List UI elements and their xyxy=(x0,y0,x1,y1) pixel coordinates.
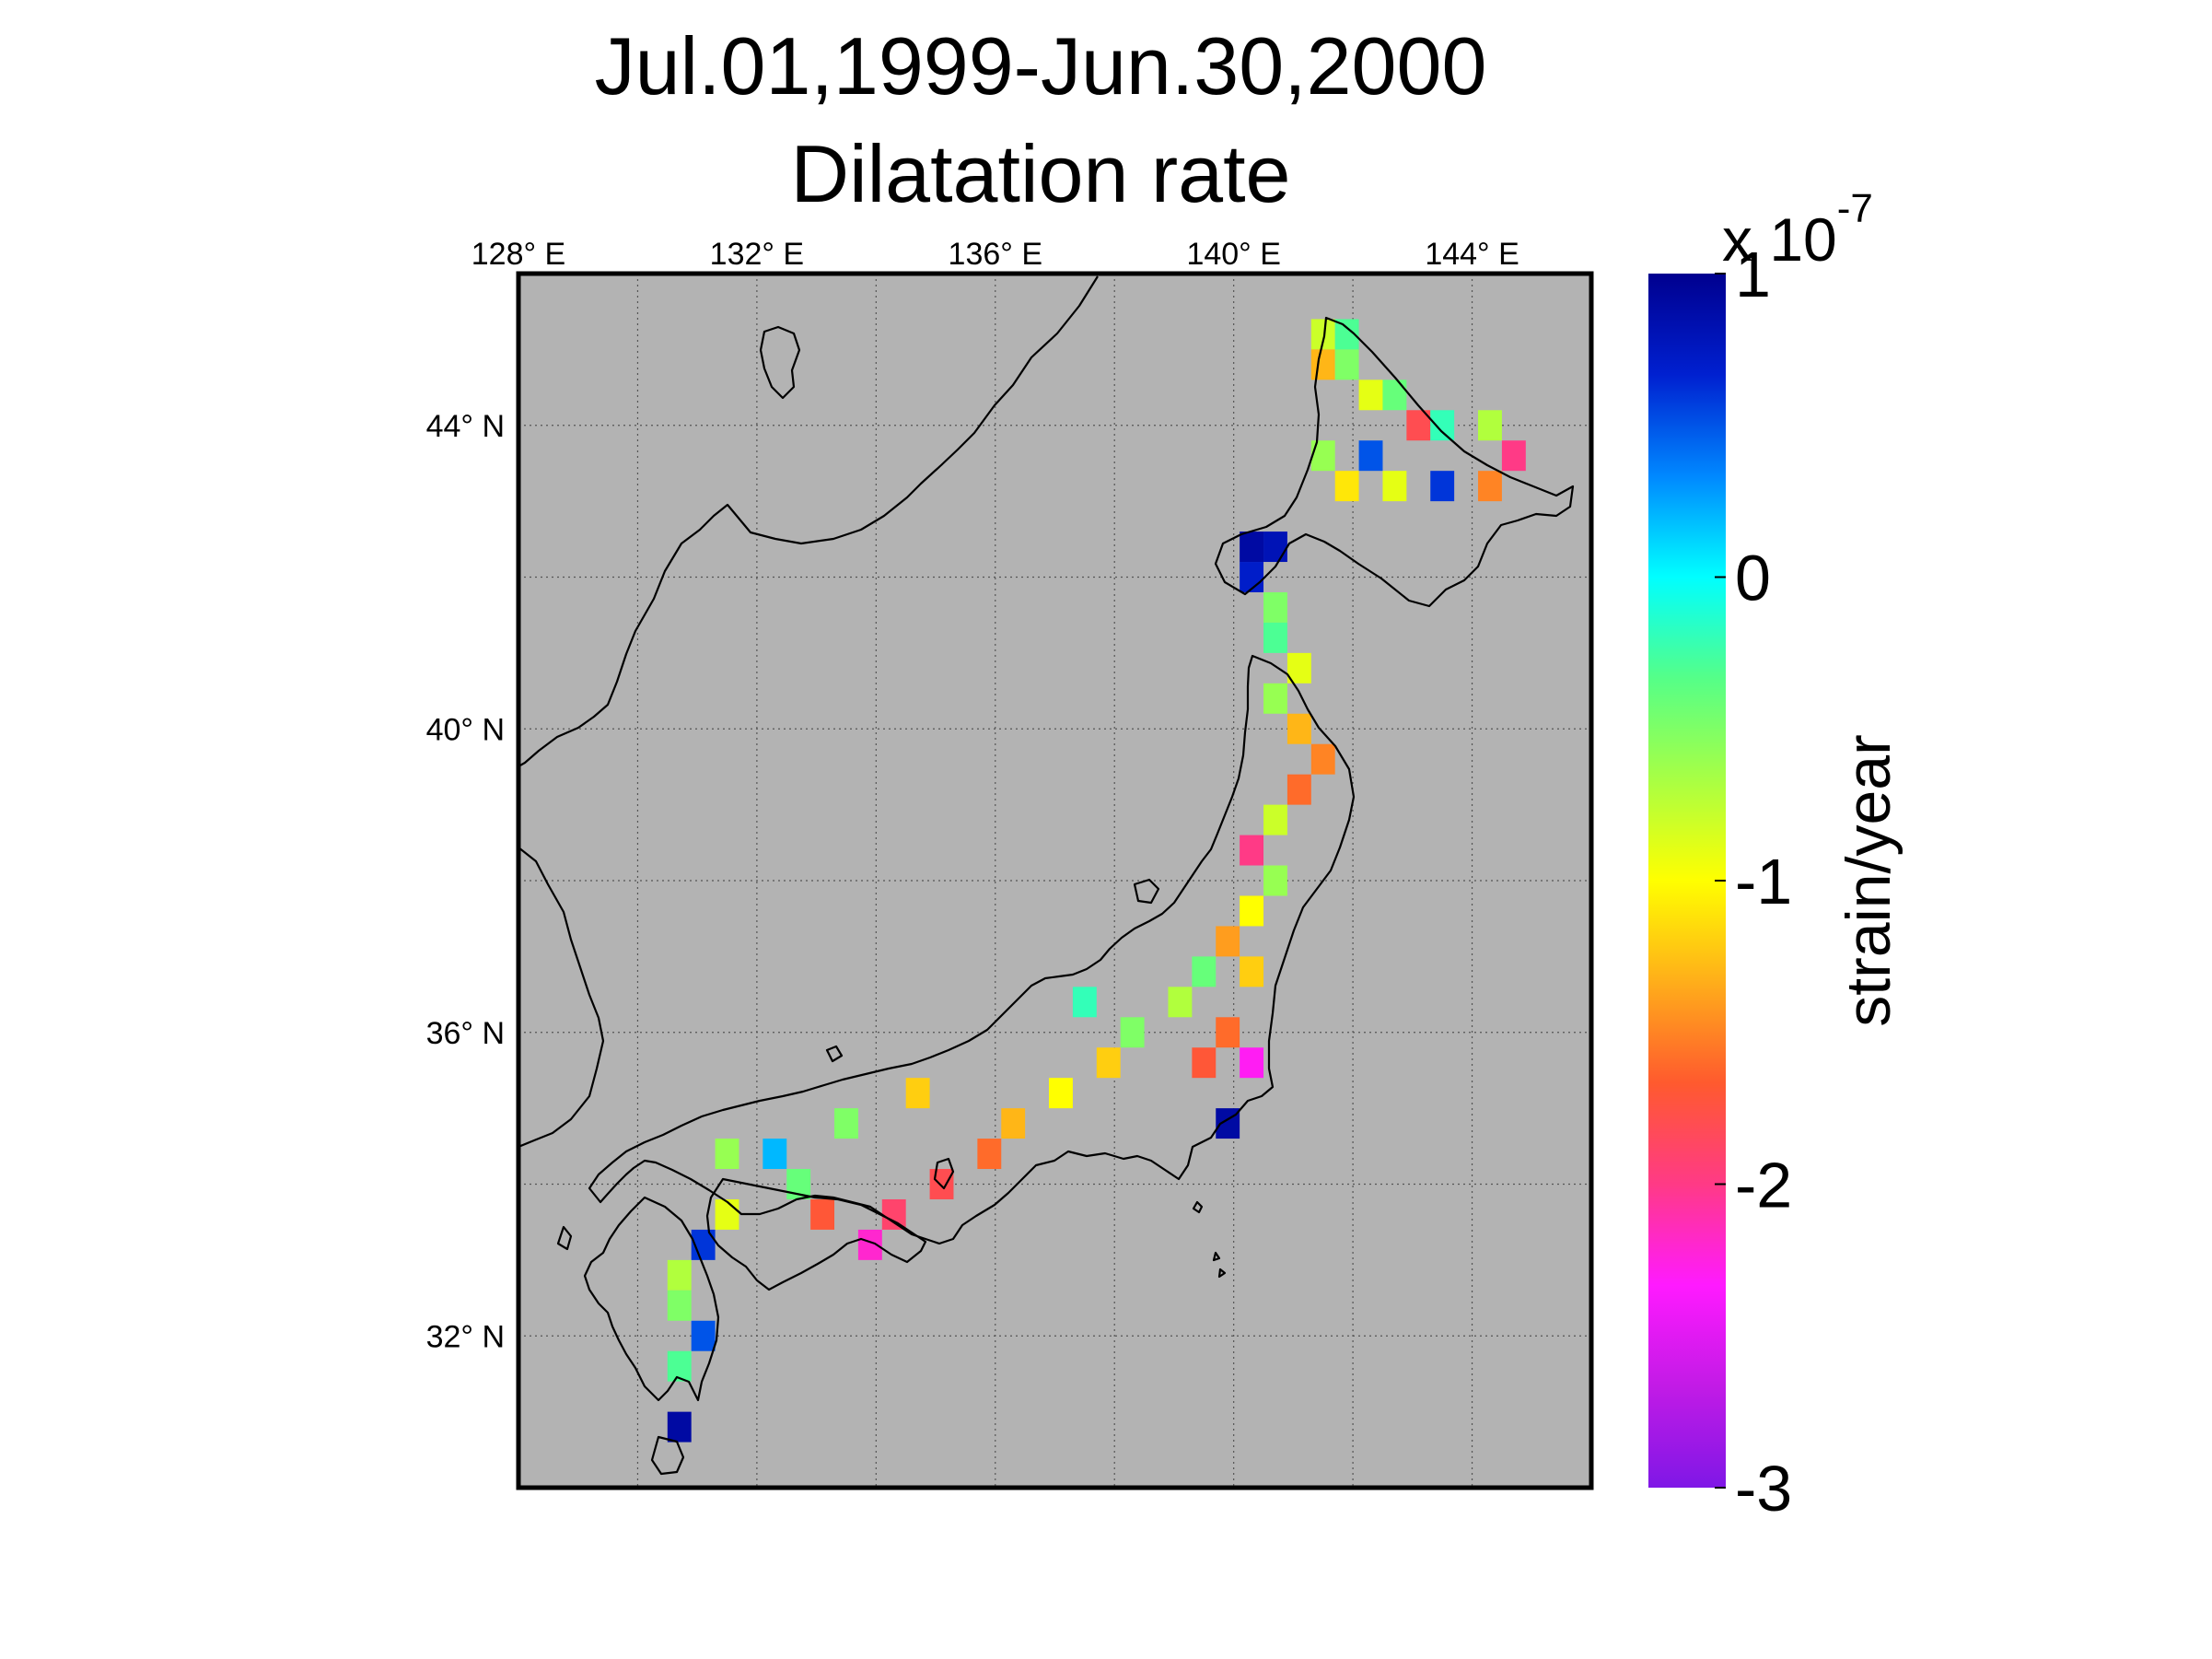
strain-cell xyxy=(1334,349,1359,380)
rebun-coast xyxy=(759,325,801,400)
strain-cell xyxy=(1192,1047,1217,1079)
longitude-tick-label: 128° E xyxy=(472,237,565,272)
colorbar xyxy=(1648,274,1726,1488)
oki-coast xyxy=(825,1045,844,1063)
axis-tick-labels: 128° E 132° E 136° E 140° E 144° E 44° N 40° N… xyxy=(426,237,1519,1354)
longitude-tick-label: 132° E xyxy=(710,237,804,272)
latitude-tick-label: 40° N xyxy=(426,712,505,747)
map-title: Jul.01,1999-Jun.30,2000 xyxy=(594,20,1487,111)
southern-islands-coast xyxy=(650,1435,685,1476)
tsushima-coast xyxy=(556,1225,573,1251)
latitude-tick-label: 32° N xyxy=(426,1319,505,1354)
colorbar-ticks: 1 0 -1 -2 -3 xyxy=(1715,239,1792,1525)
strain-cell xyxy=(1263,532,1287,563)
strain-cell xyxy=(1263,804,1287,835)
strain-cell xyxy=(1240,835,1264,866)
strain-cell xyxy=(1263,591,1287,623)
strain-cell xyxy=(1049,1078,1073,1109)
strain-cell xyxy=(1430,410,1455,441)
strain-cell xyxy=(1216,1017,1240,1048)
longitude-tick-label: 136° E xyxy=(949,237,1042,272)
strain-cell xyxy=(1382,380,1407,411)
strain-cell xyxy=(1168,987,1193,1018)
strain-cell xyxy=(1240,895,1264,927)
strain-cell xyxy=(667,1290,692,1321)
strain-cell xyxy=(1310,743,1335,775)
map-frame xyxy=(516,271,1594,1490)
strain-cell xyxy=(1120,1017,1145,1048)
kyushu-coast xyxy=(583,1196,720,1402)
colorbar-tick-label: -3 xyxy=(1735,1453,1792,1525)
longitude-tick-label: 140° E xyxy=(1186,237,1280,272)
strain-rate-cells xyxy=(667,319,1526,1443)
strain-cell xyxy=(881,1198,906,1230)
colorbar-tick-label: -1 xyxy=(1735,846,1792,917)
izu-islands-coast xyxy=(1192,1200,1227,1279)
strain-cell xyxy=(1263,683,1287,714)
strain-cell xyxy=(1358,380,1383,411)
strain-cell xyxy=(1310,440,1335,472)
strain-cell xyxy=(667,1259,692,1291)
strain-cell xyxy=(1001,1108,1026,1139)
sado-coast xyxy=(1133,878,1160,905)
colorbar-multiplier-exponent: -7 xyxy=(1837,186,1873,231)
map-subtitle: Dilatation rate xyxy=(790,128,1291,219)
strain-cell xyxy=(1478,410,1502,441)
strain-cell xyxy=(1478,471,1502,502)
strain-cell xyxy=(1240,956,1264,987)
strain-cell xyxy=(977,1139,1002,1170)
colorbar-multiplier: x 10-7 xyxy=(1722,186,1873,274)
strain-cell xyxy=(905,1078,930,1109)
colorbar-tick-label: 0 xyxy=(1735,543,1771,614)
strain-cell xyxy=(763,1139,787,1170)
strain-cell xyxy=(1286,774,1311,805)
hokkaido-coast xyxy=(1214,316,1575,608)
coastlines xyxy=(518,275,1575,1476)
strain-cell xyxy=(1310,349,1335,380)
strain-cell xyxy=(1192,956,1217,987)
colorbar-tick-label: -2 xyxy=(1735,1150,1792,1221)
strain-cell xyxy=(1072,987,1097,1018)
lake-biwa xyxy=(933,1157,955,1190)
strain-cell xyxy=(1240,532,1264,563)
latitude-tick-label: 44° N xyxy=(426,409,505,444)
map-gridlines xyxy=(518,274,1591,1488)
strain-cell xyxy=(691,1320,716,1351)
strain-cell xyxy=(810,1198,835,1230)
strain-cell xyxy=(834,1108,858,1139)
strain-cell xyxy=(929,1169,954,1199)
strain-cell xyxy=(1501,440,1526,472)
mainland-coast xyxy=(518,275,1099,767)
colorbar-tick-label: 1 xyxy=(1735,239,1771,310)
honshu-coast xyxy=(588,654,1356,1245)
strain-cell xyxy=(667,1411,692,1443)
strain-cell xyxy=(715,1139,739,1170)
latitude-tick-label: 36° N xyxy=(426,1016,505,1051)
strain-cell xyxy=(1216,926,1240,957)
korea-coast xyxy=(518,847,605,1149)
strain-cell xyxy=(1334,471,1359,502)
strain-cell xyxy=(715,1198,739,1230)
strain-cell xyxy=(1358,440,1383,472)
longitude-tick-label: 144° E xyxy=(1425,237,1519,272)
strain-cell xyxy=(1240,1047,1264,1079)
strain-cell xyxy=(1263,622,1287,653)
strain-cell xyxy=(1263,865,1287,896)
colorbar-multiplier-base: x 10 xyxy=(1722,205,1837,274)
strain-cell xyxy=(667,1350,692,1382)
colorbar-label: strain/year xyxy=(1834,734,1903,1026)
shikoku-coast xyxy=(705,1177,927,1291)
strain-cell xyxy=(1286,652,1311,683)
strain-cell xyxy=(1430,471,1455,502)
strain-cell xyxy=(1286,713,1311,744)
strain-cell xyxy=(1240,562,1264,592)
strain-cell xyxy=(1382,471,1407,502)
strain-cell xyxy=(1096,1047,1121,1079)
